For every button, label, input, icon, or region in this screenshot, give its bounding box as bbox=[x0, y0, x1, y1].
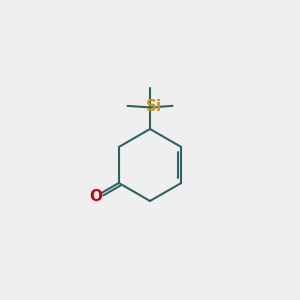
Text: Si: Si bbox=[146, 99, 162, 114]
Text: O: O bbox=[90, 188, 103, 203]
